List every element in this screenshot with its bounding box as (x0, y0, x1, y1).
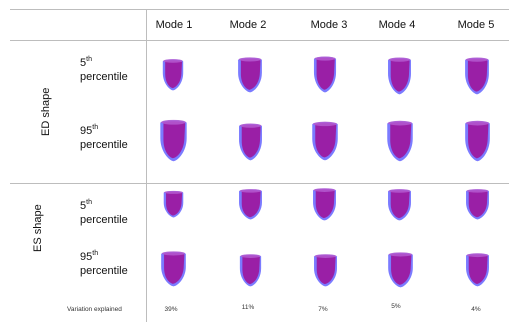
ventricle-shape-icon (163, 190, 183, 218)
ventricle-shape-icon (239, 254, 261, 287)
ventricle-shape-icon (464, 120, 490, 162)
header-rule (10, 40, 509, 41)
row-label-es-5th: 5th percentile (80, 199, 128, 226)
ventricle-shape-icon (312, 188, 336, 221)
mode-1-header: Mode 1 (155, 19, 193, 31)
label-column-divider (146, 9, 147, 322)
variation-value-mode-2: 11% (241, 304, 255, 311)
variation-value-mode-5: 4% (471, 306, 481, 313)
ed-shape-label: ED shape (40, 87, 52, 136)
ventricle-shape-icon (465, 253, 489, 287)
ventricle-shape-icon (238, 189, 262, 220)
ventricle-shape-icon (238, 57, 262, 93)
ventricle-shape-icon (159, 119, 187, 162)
ventricle-shape-icon (313, 254, 337, 287)
row-label-es-95th: 95th percentile (80, 250, 128, 277)
variation-explained-label: Variation explained (67, 306, 122, 313)
ventricle-shape-icon (387, 189, 411, 221)
group-divider (10, 183, 509, 184)
ventricle-shape-icon (387, 57, 411, 95)
ventricle-shape-icon (465, 57, 489, 95)
row-label-ed-95th: 95th percentile (80, 124, 128, 151)
ventricle-shape-icon (162, 59, 184, 91)
ventricle-shape-icon (465, 189, 489, 220)
mode-4-header: Mode 4 (378, 19, 416, 31)
ventricle-shape-icon (387, 252, 413, 288)
ventricle-shape-icon (238, 123, 262, 161)
table-top-rule (10, 9, 509, 10)
variation-value-mode-1: 39% (164, 306, 178, 313)
ventricle-shape-icon (387, 120, 413, 162)
ventricle-shape-icon (160, 251, 186, 287)
mode-2-header: Mode 2 (229, 19, 267, 31)
mode-3-header: Mode 3 (310, 19, 348, 31)
ventricle-shape-icon (313, 56, 337, 93)
variation-value-mode-3: 7% (318, 306, 328, 313)
es-shape-label: ES shape (32, 204, 44, 252)
row-label-ed-5th: 5th percentile (80, 56, 128, 83)
variation-value-mode-4: 5% (391, 303, 401, 310)
ventricle-shape-icon (312, 121, 338, 161)
mode-5-header: Mode 5 (457, 19, 495, 31)
